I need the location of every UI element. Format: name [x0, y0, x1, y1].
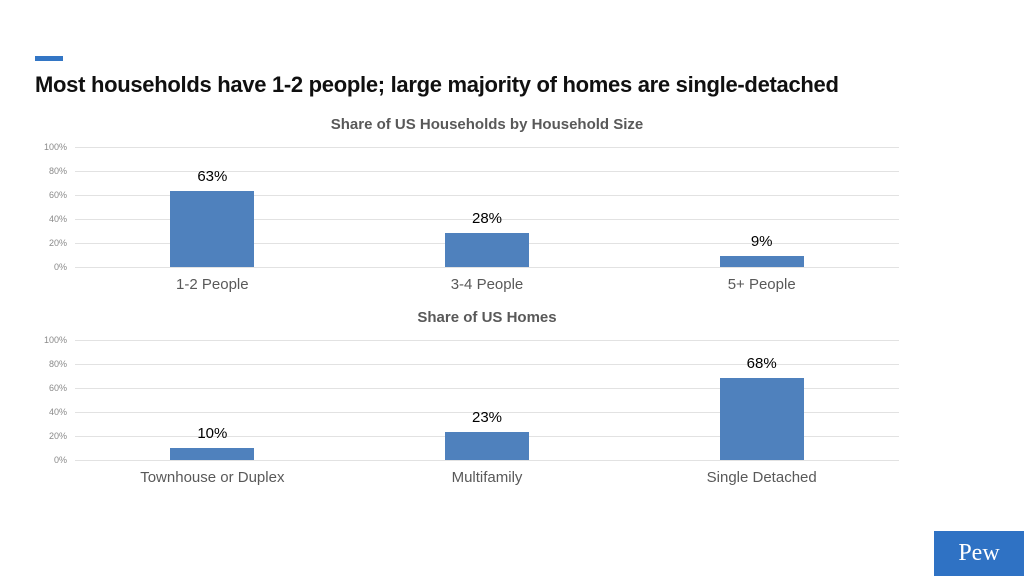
- plot-area: 63% 28% 9%: [75, 147, 899, 268]
- chart-title: Share of US Households by Household Size: [330, 116, 644, 133]
- y-tick-label: 80%: [48, 166, 67, 176]
- y-axis: 100% 80% 60% 40% 20% 0%: [30, 335, 75, 465]
- bar-value-label: 63%: [197, 168, 228, 186]
- chart-household-size: Share of US Households by Household Size…: [30, 116, 899, 293]
- bar: [170, 191, 255, 267]
- bar-value-label: 28%: [471, 210, 503, 228]
- x-category-label: 1-2 People: [176, 276, 249, 293]
- bar-column: 10%: [75, 340, 350, 460]
- x-category-label: Multifamily: [451, 469, 523, 486]
- slide-title: Most households have 1-2 people; large m…: [35, 72, 839, 97]
- y-tick-label: 100%: [43, 335, 67, 345]
- bar-column: 9%: [624, 147, 899, 267]
- bar-value-label: 9%: [750, 233, 773, 251]
- bar: [445, 432, 529, 460]
- bar-value-label: 10%: [197, 425, 228, 442]
- bar: [719, 378, 804, 460]
- chart-title: Share of US Homes: [417, 309, 557, 326]
- y-tick-label: 0%: [53, 455, 67, 465]
- y-tick-label: 20%: [48, 431, 67, 441]
- y-tick-label: 40%: [48, 214, 67, 224]
- gridline: [75, 388, 899, 389]
- y-tick-label: 80%: [48, 359, 67, 369]
- y-tick-label: 100%: [43, 142, 67, 152]
- slide-header: Most households have 1-2 people; large m…: [0, 0, 1024, 98]
- gridline: [75, 267, 899, 268]
- x-category-label: 5+ People: [727, 276, 796, 293]
- bar: [170, 448, 255, 460]
- plot-wrap: 10% 23% 68% Townhouse or Duplex Multifamily…: [75, 340, 899, 486]
- gridline: [75, 412, 899, 413]
- plot-wrap: 63% 28% 9% 1-2 People 3-4 People 5+ People: [75, 147, 899, 293]
- x-category-label: Townhouse or Duplex: [140, 469, 285, 486]
- pew-logo-text: Pew: [958, 540, 1000, 566]
- y-tick-label: 60%: [48, 383, 67, 393]
- gridline: [75, 219, 899, 220]
- x-axis: Townhouse or Duplex Multifamily Single Det…: [75, 469, 899, 486]
- x-category-label: Single Detached: [706, 469, 817, 486]
- y-axis: 100% 80% 60% 40% 20% 0%: [30, 142, 75, 272]
- gridline: [75, 460, 899, 461]
- bar: [445, 233, 529, 267]
- x-axis: 1-2 People 3-4 People 5+ People: [75, 276, 899, 293]
- bar-column: 23%: [350, 340, 625, 460]
- bar-column: 68%: [624, 340, 899, 460]
- chart-body: 100% 80% 60% 40% 20% 0% 63% 28% 9% 1-2 People 3-…: [30, 142, 899, 293]
- x-category-label: 3-4 People: [450, 276, 524, 293]
- chart-homes: Share of US Homes 100% 80% 60% 40% 20% 0% 10%…: [30, 309, 899, 486]
- bar-column: 63%: [75, 147, 350, 267]
- y-tick-label: 0%: [53, 262, 67, 272]
- chart-body: 100% 80% 60% 40% 20% 0% 10% 23% 68% Townhouse o…: [30, 335, 899, 486]
- y-tick-label: 20%: [48, 238, 67, 248]
- gridline: [75, 195, 899, 196]
- bar-value-label: 23%: [471, 409, 503, 427]
- pew-logo-block: Pew: [934, 531, 1024, 576]
- gridline: [75, 171, 899, 172]
- gridline: [75, 340, 899, 341]
- bar-value-label: 68%: [746, 355, 777, 373]
- y-tick-label: 60%: [48, 190, 67, 200]
- accent-dash: [35, 56, 63, 61]
- gridline: [75, 147, 899, 148]
- bar-column: 28%: [350, 147, 625, 267]
- plot-area: 10% 23% 68%: [75, 340, 899, 461]
- y-tick-label: 40%: [48, 407, 67, 417]
- bar: [719, 256, 804, 267]
- gridline: [75, 364, 899, 365]
